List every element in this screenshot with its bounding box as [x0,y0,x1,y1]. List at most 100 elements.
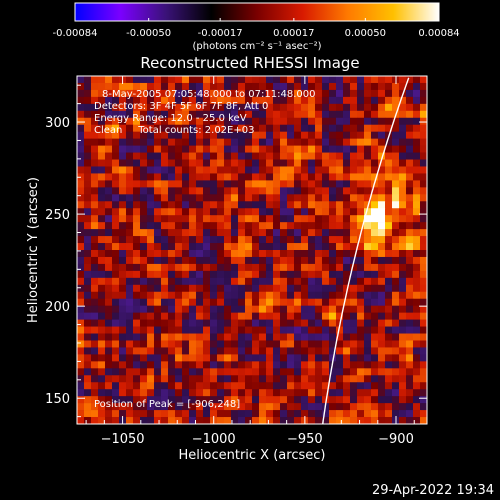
heatmap-cell [371,333,379,341]
heatmap-cell [357,173,365,181]
heatmap-cell [329,187,337,195]
heatmap-cell [266,354,274,362]
heatmap-cell [399,382,407,390]
heatmap-cell [336,236,344,244]
heatmap-cell [112,361,120,369]
heatmap-cell [378,375,386,383]
heatmap-cell [350,166,358,174]
heatmap-cell [343,103,351,112]
heatmap-cell [168,222,176,230]
heatmap-cell [357,277,365,286]
heatmap-cell [378,250,386,258]
heatmap-cell [336,76,344,84]
heatmap-cell [147,96,155,105]
heatmap-cell [133,333,141,341]
heatmap-cell [217,117,225,126]
heatmap-cell [420,277,427,286]
heatmap-cell [196,222,204,230]
heatmap-cell [140,194,148,202]
heatmap-cell [189,361,197,369]
heatmap-cell [147,284,155,293]
heatmap-cell [196,312,204,320]
heatmap-cell [392,389,400,397]
heatmap-cell [406,368,414,376]
heatmap-cell [224,319,232,327]
heatmap-cell [350,396,358,404]
heatmap-cell [385,417,393,424]
heatmap-cell [77,250,85,258]
heatmap-cell [238,166,246,174]
heatmap-cell [161,76,169,84]
heatmap-cell [378,110,386,119]
heatmap-cell [245,410,253,418]
heatmap-cell [392,96,400,105]
heatmap-cell [413,166,421,174]
heatmap-cell [231,76,239,84]
heatmap-cell [231,410,239,418]
heatmap-cell [280,270,288,279]
heatmap-cell [245,298,253,306]
heatmap-cell [196,243,204,251]
heatmap-cell [266,333,274,341]
heatmap-cell [322,333,330,341]
heatmap-cell [245,117,253,126]
heatmap-cell [259,333,267,341]
heatmap-cell [112,103,120,112]
heatmap-cell [287,222,295,230]
heatmap-cell [189,263,197,272]
heatmap-cell [392,243,400,251]
heatmap-cell [133,152,141,160]
heatmap-cell [308,375,316,383]
heatmap-cell [343,131,351,139]
heatmap-cell [329,103,337,112]
heatmap-cell [175,375,183,383]
heatmap-cell [378,403,386,411]
heatmap-cell [252,117,260,126]
heatmap-cell [140,110,148,119]
heatmap-cell [84,298,92,306]
heatmap-cell [301,145,309,153]
heatmap-cell [385,117,393,126]
heatmap-cell [196,152,204,160]
heatmap-cell [385,347,393,355]
heatmap-cell [126,382,134,390]
heatmap-cell [245,277,253,286]
heatmap-cell [182,152,190,160]
heatmap-cell [364,417,372,424]
heatmap-cell [147,326,155,334]
heatmap-cell [105,82,113,91]
heatmap-cell [280,410,288,418]
heatmap-cell [259,236,267,244]
heatmap-cell [196,187,204,195]
heatmap-cell [315,333,323,341]
heatmap-cell [420,354,427,362]
heatmap-cell [231,173,239,181]
heatmap-cell [119,152,127,160]
heatmap-cell [196,368,204,376]
heatmap-cell [357,326,365,334]
heatmap-cell [308,291,316,300]
heatmap-cell [154,215,162,223]
heatmap-cell [252,277,260,286]
heatmap-cell [371,222,379,230]
heatmap-cell [238,145,246,153]
heatmap-cell [385,319,393,327]
heatmap-cell [357,96,365,105]
heatmap-cell [189,173,197,181]
heatmap-cell [105,277,113,286]
heatmap-cell [308,403,316,411]
heatmap-cell [392,173,400,181]
heatmap-cell [77,110,85,119]
heatmap-cell [189,96,197,105]
heatmap-cell [399,368,407,376]
heatmap-cell [294,326,302,334]
heatmap-cell [133,250,141,258]
heatmap-cell [133,284,141,293]
heatmap-cell [259,89,267,98]
heatmap-cell [112,375,120,383]
heatmap-cell [294,201,302,209]
heatmap-cell [119,305,127,313]
heatmap-cell [266,110,274,119]
heatmap-cell [259,417,267,424]
heatmap-cell [245,222,253,230]
